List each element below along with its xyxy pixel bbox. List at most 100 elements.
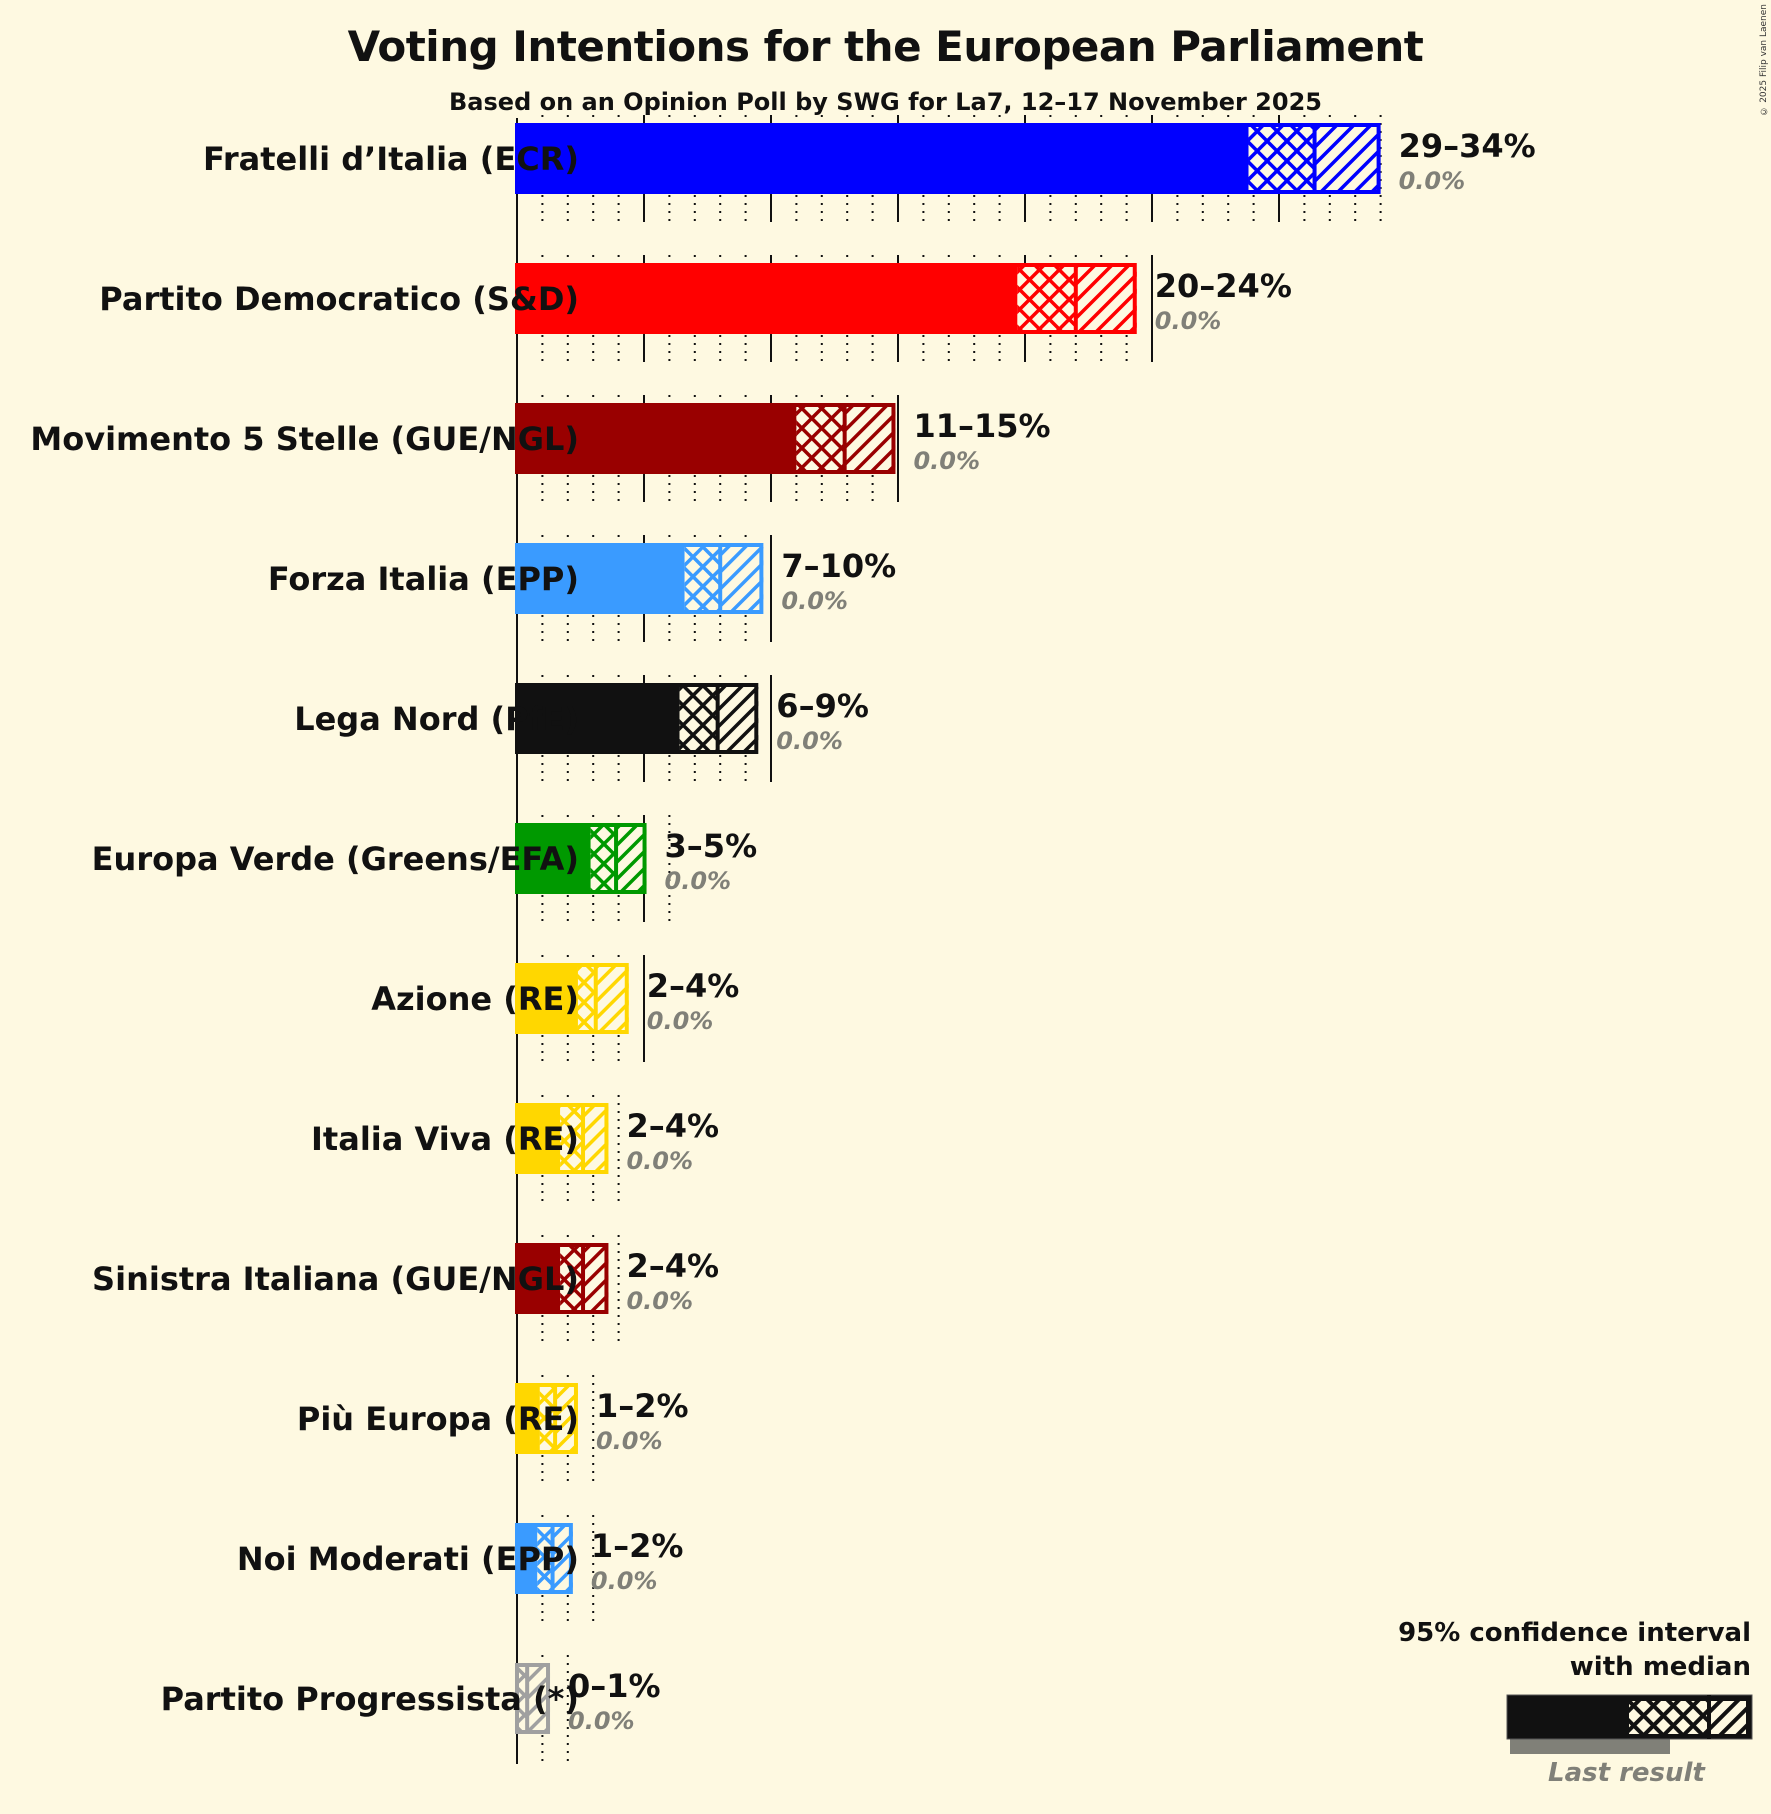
ci-outline <box>515 963 629 1034</box>
last-result-label: 0.0% <box>568 1707 635 1735</box>
bar-row <box>515 1383 578 1454</box>
last-result-label: 0.0% <box>626 1147 693 1175</box>
ci-lower-median-hatch <box>517 1667 528 1730</box>
bar-row <box>515 963 629 1034</box>
party-label: Fratelli d’Italia (ECR) <box>203 140 579 178</box>
ci-outline <box>515 1243 609 1314</box>
ci-lower-median-hatch <box>560 1247 584 1310</box>
range-label: 3–5% <box>664 827 758 865</box>
last-result-label: 0.0% <box>913 447 981 475</box>
legend-title-line1: 95% confidence interval <box>1398 1618 1751 1648</box>
last-result-label: 0.0% <box>626 1287 693 1315</box>
ci-outline <box>515 1523 573 1594</box>
last-result-label: 0.0% <box>781 587 848 615</box>
party-label: Movimento 5 Stelle (GUE/NGL) <box>30 420 579 458</box>
range-label: 6–9% <box>776 687 869 725</box>
ci-lower-bar <box>517 263 1018 334</box>
bar-row <box>515 1243 609 1314</box>
party-label: Partito Progressista (*) <box>160 1680 579 1718</box>
party-label: Più Europa (RE) <box>296 1400 579 1438</box>
bar-row <box>515 1523 573 1594</box>
last-result-label: 0.0% <box>1398 167 1466 195</box>
chart-subtitle: Based on an Opinion Poll by SWG for La7,… <box>449 88 1322 116</box>
ci-outline <box>515 1103 609 1174</box>
legend-ci-cross <box>1629 1701 1707 1734</box>
last-result-label: 0.0% <box>590 1567 658 1595</box>
ci-median-upper-hatch <box>1314 127 1381 190</box>
legend-last-result-label: Last result <box>1548 1758 1705 1788</box>
legend-title-line2: with median <box>1569 1652 1751 1682</box>
range-label: 2–4% <box>646 967 740 1005</box>
ci-outline <box>515 403 896 474</box>
ci-outline <box>515 123 1381 194</box>
range-label: 20–24% <box>1154 267 1292 305</box>
bar-row <box>515 543 764 614</box>
ci-outline <box>515 1383 578 1454</box>
ci-median-upper-hatch <box>583 1107 609 1170</box>
ci-median-upper-hatch <box>844 407 896 470</box>
ci-median-upper-hatch <box>720 547 764 610</box>
ci-lower-bar <box>517 683 680 754</box>
bar-row <box>515 1103 609 1174</box>
range-label: 1–2% <box>590 1527 684 1565</box>
ci-lower-median-hatch <box>590 827 617 890</box>
range-label: 29–34% <box>1398 127 1536 165</box>
range-label: 0–1% <box>568 1667 661 1705</box>
ci-outline <box>515 683 759 754</box>
last-result-label: 0.0% <box>595 1427 663 1455</box>
range-label: 11–15% <box>913 407 1051 445</box>
ci-median-upper-hatch <box>717 687 759 750</box>
party-label: Forza Italia (EPP) <box>267 560 579 598</box>
ci-lower-median-hatch <box>537 1527 553 1590</box>
ci-lower-median-hatch <box>1017 267 1076 330</box>
ci-outline <box>515 543 764 614</box>
ci-lower-median-hatch <box>577 967 596 1030</box>
legend-swatch <box>1506 1694 1753 1754</box>
bar-row <box>515 263 1137 334</box>
ci-lower-bar <box>517 403 797 474</box>
ci-lower-median-hatch <box>684 547 721 610</box>
ci-median-upper-hatch <box>583 1247 609 1310</box>
legend-last-result-bar <box>1510 1737 1670 1754</box>
ci-outline <box>515 1663 551 1734</box>
ci-lower-median-hatch <box>679 687 718 750</box>
bar-row <box>515 683 759 754</box>
ci-median-upper-hatch <box>595 967 629 1030</box>
ci-lower-median-hatch <box>560 1107 584 1170</box>
party-label: Partito Democratico (S&D) <box>99 280 579 318</box>
bar-row <box>515 823 647 894</box>
range-label: 1–2% <box>595 1387 689 1425</box>
range-label: 7–10% <box>781 547 897 585</box>
legend-ci-diag <box>1711 1701 1746 1734</box>
party-label: Noi Moderati (EPP) <box>236 1540 579 1578</box>
ci-lower-bar <box>517 963 578 1034</box>
ci-median-upper-hatch <box>527 1667 551 1730</box>
last-result-label: 0.0% <box>664 867 732 895</box>
ci-lower-median-hatch <box>539 1387 556 1450</box>
ci-lower-bar <box>517 1383 540 1454</box>
bar-row <box>515 123 1381 194</box>
last-result-label: 0.0% <box>1154 307 1222 335</box>
party-label: Lega Nord (PfE) <box>294 700 579 738</box>
ci-outline <box>515 263 1137 334</box>
party-label: Azione (RE) <box>371 980 579 1018</box>
ci-lower-median-hatch <box>1248 127 1315 190</box>
legend-title: 95% confidence interval with median <box>1398 1616 1751 1684</box>
party-label: Italia Viva (RE) <box>311 1120 579 1158</box>
ci-lower-bar <box>517 1103 561 1174</box>
range-label: 2–4% <box>626 1107 720 1145</box>
ci-outline <box>515 823 647 894</box>
last-result-label: 0.0% <box>646 1007 714 1035</box>
ci-median-upper-hatch <box>555 1387 578 1450</box>
chart-title: Voting Intentions for the European Parli… <box>347 22 1424 71</box>
ci-lower-bar <box>517 823 591 894</box>
ci-lower-median-hatch <box>796 407 845 470</box>
ci-lower-bar <box>517 543 685 614</box>
range-label: 2–4% <box>626 1247 720 1285</box>
last-result-label: 0.0% <box>776 727 843 755</box>
ci-median-upper-hatch <box>1075 267 1137 330</box>
party-label: Europa Verde (Greens/EFA) <box>91 840 579 878</box>
ci-lower-bar <box>517 123 1249 194</box>
ci-median-upper-hatch <box>616 827 647 890</box>
